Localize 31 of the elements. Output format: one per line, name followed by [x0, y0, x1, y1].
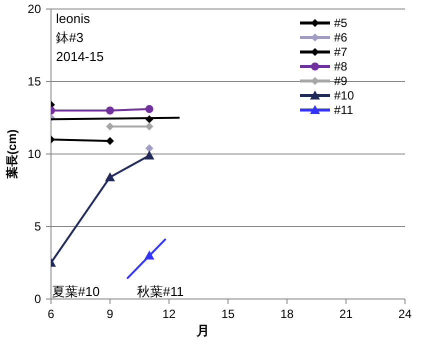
annotation: 鉢#3: [56, 30, 84, 45]
legend-label: #5: [334, 16, 348, 30]
x-tick-label: 6: [48, 307, 55, 321]
x-axis-title: 月: [196, 323, 210, 338]
legend-label: #9: [334, 74, 348, 88]
annotation: leonis: [56, 11, 90, 26]
legend-label: #6: [334, 30, 348, 44]
x-tick-label: 12: [162, 307, 176, 321]
point: [145, 105, 154, 114]
point: [106, 106, 114, 114]
y-tick-label: 0: [34, 292, 42, 306]
y-tick-label: 20: [28, 2, 42, 16]
x-tick-label: 24: [398, 307, 412, 321]
x-tick-label: 21: [339, 307, 353, 321]
annotation: 秋葉#11: [137, 284, 184, 299]
x-tick-label: 9: [106, 307, 114, 321]
legend-label: #11: [334, 103, 354, 117]
point: [106, 122, 114, 130]
y-tick-label: 5: [34, 220, 42, 234]
annotation: 2014-15: [56, 49, 104, 64]
y-axis-title: 葉長(cm): [5, 129, 19, 180]
x-tick-label: 18: [280, 307, 294, 321]
y-tick-label: 15: [28, 74, 42, 88]
y-tick-label: 10: [28, 147, 42, 161]
legend-label: #10: [334, 88, 354, 102]
point: [144, 150, 154, 160]
annotation: 夏葉#10: [52, 284, 100, 299]
legend-label: #8: [334, 60, 348, 74]
legend-label: #7: [334, 45, 348, 59]
point: [105, 172, 115, 182]
x-tick-label: 15: [221, 307, 235, 321]
